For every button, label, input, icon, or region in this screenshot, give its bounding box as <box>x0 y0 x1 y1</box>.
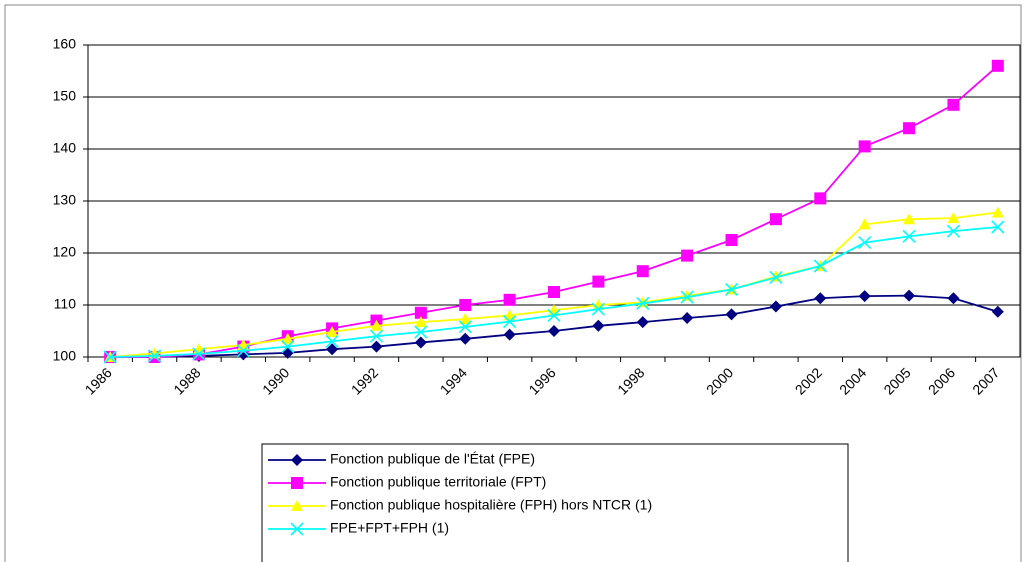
marker <box>814 192 827 205</box>
marker <box>769 213 782 226</box>
marker <box>991 220 1005 234</box>
marker <box>192 347 206 361</box>
marker <box>903 213 916 225</box>
marker <box>592 319 605 332</box>
marker <box>370 340 383 353</box>
y-tick-label: 110 <box>54 296 77 312</box>
marker <box>680 290 694 304</box>
x-tick-label: 1998 <box>614 364 647 397</box>
x-tick-label: 2005 <box>880 364 913 397</box>
x-tick-label: 2006 <box>925 364 958 397</box>
marker <box>148 349 162 363</box>
marker <box>858 236 872 250</box>
marker <box>459 332 472 345</box>
marker <box>326 326 339 338</box>
y-tick-label: 160 <box>53 36 77 52</box>
marker <box>681 249 694 262</box>
marker <box>858 140 871 153</box>
marker <box>725 234 738 246</box>
marker <box>636 296 650 311</box>
marker <box>769 270 783 285</box>
legend-label: FPE+FPT+FPH (1) <box>330 520 449 536</box>
marker <box>814 292 827 305</box>
marker <box>370 319 383 331</box>
marker <box>769 300 782 313</box>
marker <box>459 313 472 325</box>
legend-label: Fonction publique territoriale (FPT) <box>330 474 546 490</box>
marker <box>591 302 605 316</box>
marker <box>291 500 303 511</box>
marker <box>326 343 339 356</box>
marker <box>414 336 427 349</box>
marker <box>281 340 295 354</box>
x-tick-label: 1996 <box>525 364 558 397</box>
marker <box>725 308 738 321</box>
marker <box>414 316 427 328</box>
marker <box>813 259 827 273</box>
marker <box>858 218 871 230</box>
marker <box>459 299 472 311</box>
marker <box>858 290 871 303</box>
marker <box>946 224 960 238</box>
legend-label: Fonction publique de l'État (FPE) <box>330 451 535 467</box>
marker <box>414 306 427 319</box>
y-tick-label: 150 <box>53 88 77 104</box>
marker <box>902 229 916 243</box>
marker <box>681 312 694 324</box>
x-tick-label: 2004 <box>836 364 869 397</box>
marker <box>547 308 561 322</box>
marker <box>636 265 649 278</box>
x-tick-label: 1986 <box>82 364 115 397</box>
marker <box>103 350 117 364</box>
marker <box>290 522 304 536</box>
marker <box>291 477 303 489</box>
legend-label: Fonction publique hospitalière (FPH) hor… <box>330 497 652 513</box>
marker <box>236 344 250 358</box>
marker <box>991 59 1004 72</box>
y-tick-label: 130 <box>53 192 77 208</box>
marker <box>991 305 1004 318</box>
x-tick-label: 1994 <box>437 364 470 397</box>
marker <box>947 212 960 224</box>
marker <box>724 282 739 296</box>
y-tick-label: 100 <box>53 348 77 364</box>
x-tick-label: 2000 <box>703 364 736 397</box>
marker <box>903 289 916 302</box>
marker <box>414 325 428 339</box>
marker <box>991 206 1004 218</box>
plot-frame <box>87 44 1021 358</box>
marker <box>325 334 339 348</box>
marker <box>291 454 303 466</box>
marker <box>903 122 916 135</box>
legend-box <box>261 443 849 562</box>
marker <box>592 275 605 288</box>
x-tick-label: 1992 <box>348 364 381 397</box>
chart-border <box>4 4 1022 562</box>
marker <box>503 328 516 341</box>
x-tick-label: 2007 <box>969 364 1002 397</box>
x-tick-label: 1990 <box>259 364 292 397</box>
marker <box>458 320 472 334</box>
marker <box>503 293 516 306</box>
x-tick-label: 2002 <box>792 364 825 397</box>
marker <box>548 286 560 298</box>
marker <box>548 325 560 337</box>
y-tick-label: 140 <box>53 140 77 156</box>
marker <box>369 329 384 343</box>
marker <box>947 292 960 305</box>
x-tick-label: 1988 <box>170 364 203 397</box>
marker <box>636 316 649 329</box>
marker <box>281 332 294 344</box>
marker <box>503 315 517 329</box>
y-tick-label: 120 <box>53 244 77 260</box>
marker <box>947 98 960 111</box>
